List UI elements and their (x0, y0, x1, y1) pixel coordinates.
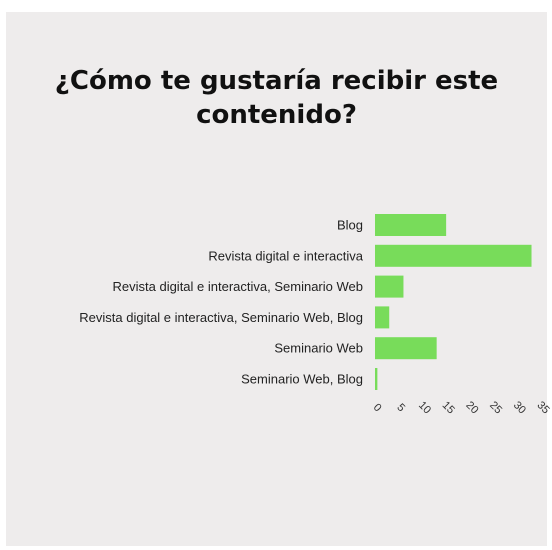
x-axis-ticks: 0 5 10 15 20 25 30 35 (371, 399, 552, 416)
bar (375, 306, 390, 329)
bar (375, 244, 532, 267)
category-label: Revista digital e interactiva (208, 248, 363, 263)
x-tick-label: 30 (511, 399, 528, 416)
category-label: Seminario Web (274, 341, 363, 356)
category-labels: Blog Revista digital e interactiva Revista… (79, 218, 363, 387)
x-tick-label: 25 (487, 399, 504, 416)
x-tick-label: 5 (394, 401, 407, 414)
bar (375, 275, 404, 298)
x-tick-label: 10 (416, 399, 433, 416)
category-label: Seminario Web, Blog (241, 372, 363, 387)
category-label: Revista digital e interactiva, Seminario… (113, 279, 364, 294)
bar (375, 337, 437, 360)
bars-group (375, 214, 532, 390)
x-tick-label: 20 (463, 399, 480, 416)
bar (375, 368, 378, 390)
x-tick-label: 35 (535, 399, 552, 416)
chart-card (6, 12, 547, 546)
category-label: Revista digital e interactiva, Seminario… (79, 310, 363, 325)
category-label: Blog (337, 218, 363, 233)
x-tick-label: 0 (371, 401, 384, 414)
bar (375, 214, 447, 236)
chart-title: ¿Cómo te gustaría recibir este contenido… (54, 66, 499, 130)
x-tick-label: 15 (440, 399, 457, 416)
